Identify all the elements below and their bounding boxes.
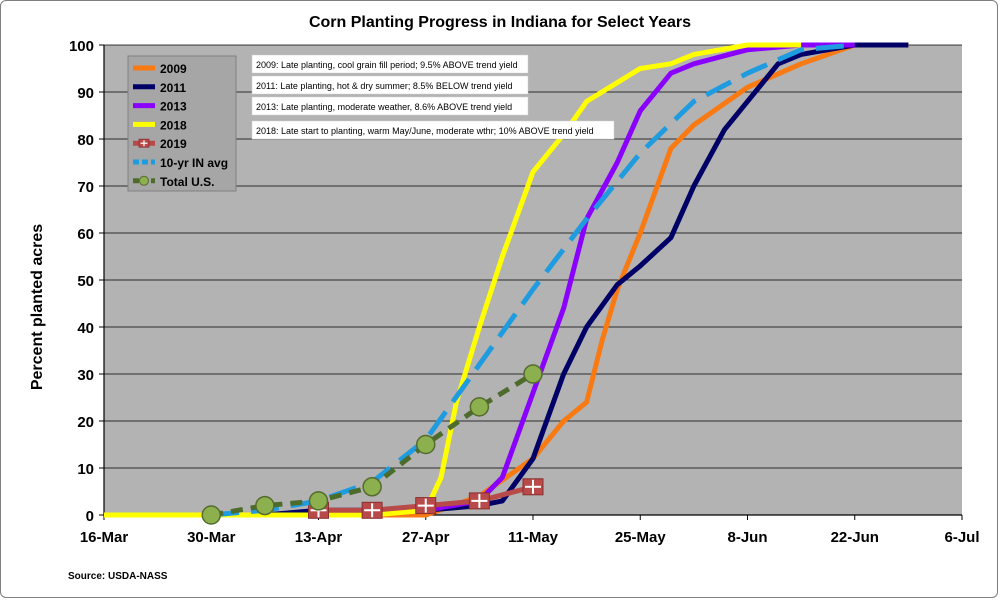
annotation-text: 2009: Late planting, cool grain fill per… <box>256 60 518 70</box>
y-tick-label: 10 <box>77 461 94 478</box>
data-point <box>522 478 544 496</box>
x-tick-label: 25-May <box>615 529 667 546</box>
data-point <box>201 505 221 525</box>
y-tick-label: 70 <box>77 179 94 196</box>
y-tick-label: 0 <box>86 508 94 525</box>
legend-item: Total U.S. <box>133 175 214 189</box>
legend-label: Total U.S. <box>160 175 214 189</box>
data-point <box>415 497 437 515</box>
x-tick-label: 16-Mar <box>80 529 129 546</box>
annotation-box <box>251 54 529 74</box>
legend-marker <box>139 175 149 186</box>
legend-label: 2018 <box>160 118 187 132</box>
legend-label: 2019 <box>160 137 187 151</box>
data-point <box>469 397 490 417</box>
legend-label: 2009 <box>160 62 187 76</box>
series-line <box>211 42 855 518</box>
data-point <box>468 492 490 510</box>
legend-item: 10-yr IN avg <box>133 156 228 170</box>
annotation-box <box>251 96 529 116</box>
legend-label: 2011 <box>160 81 186 95</box>
y-tick-label: 50 <box>77 273 94 290</box>
y-tick-label: 100 <box>69 38 94 55</box>
chart-title: Corn Planting Progress in Indiana for Se… <box>309 14 691 31</box>
y-tick-label: 30 <box>77 367 94 384</box>
series-total-u-s- <box>201 364 543 525</box>
x-tick-label: 27-Apr <box>402 529 450 546</box>
x-tick-label: 22-Jun <box>831 529 879 546</box>
legend-label: 2013 <box>160 100 187 114</box>
y-axis-ticks: 0 10 20 30 40 50 60 70 80 90 100 <box>69 38 104 525</box>
series-lines <box>104 42 909 525</box>
legend-item: 2018 <box>133 118 187 132</box>
annotation-text: 2011: Late planting, hot & dry summer; 8… <box>256 81 512 91</box>
annotation-box <box>251 120 615 140</box>
y-axis-label: Percent planted acres <box>29 224 46 390</box>
y-tick-label: 40 <box>77 320 94 337</box>
annotation-box <box>251 75 529 95</box>
series-10-yr-in-avg <box>211 42 855 518</box>
x-tick-label: 6-Jul <box>944 529 979 546</box>
legend-item: 2009 <box>133 62 187 76</box>
data-point <box>416 434 436 455</box>
legend-label: 10-yr IN avg <box>160 156 228 170</box>
annotation-text: 2018: Late start to planting, warm May/J… <box>256 126 594 136</box>
x-axis-ticks: 16-Mar 30-Mar 13-Apr 27-Apr 11-May 25-May 8-Ju… <box>80 515 980 546</box>
y-tick-label: 60 <box>77 226 94 243</box>
data-point <box>308 491 329 511</box>
y-tick-label: 80 <box>77 132 94 149</box>
source-note: Source: USDA-NASS <box>68 571 168 582</box>
y-tick-label: 20 <box>77 414 94 431</box>
legend-item: 2011 <box>133 81 186 95</box>
data-point <box>362 477 382 497</box>
series-2019 <box>308 478 544 519</box>
x-tick-label: 8-Jun <box>727 529 767 546</box>
data-point <box>361 501 383 519</box>
x-tick-label: 30-Mar <box>187 529 236 546</box>
legend-item: 2013 <box>133 100 187 114</box>
y-tick-label: 90 <box>77 85 94 102</box>
data-point <box>523 364 543 384</box>
legend-item: 2019 <box>133 137 187 151</box>
annotation-boxes: 2009: Late planting, cool grain fill per… <box>251 54 615 140</box>
legend: 2009 2011 2013 2018 2019 10-yr IN avg Total U.… <box>127 55 237 192</box>
x-tick-label: 11-May <box>508 529 559 546</box>
x-tick-label: 13-Apr <box>295 529 343 546</box>
annotation-text: 2013: Late planting, moderate weather, 8… <box>256 102 512 112</box>
data-point <box>255 495 275 516</box>
